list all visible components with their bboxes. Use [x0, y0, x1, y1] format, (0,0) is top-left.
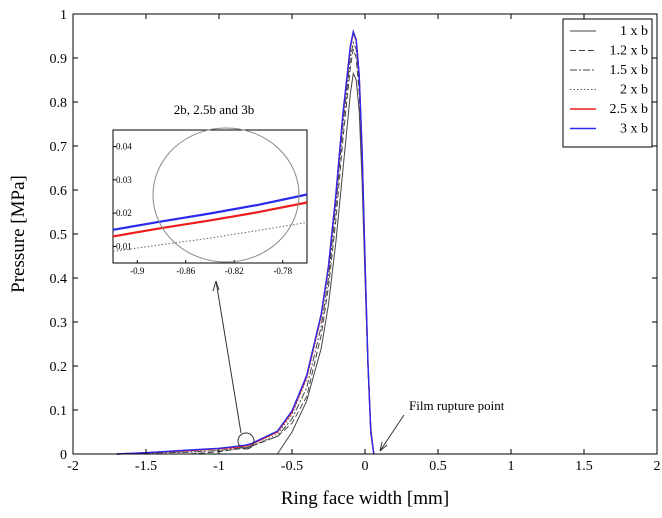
inset-y-tick-label: 0.02 [116, 208, 132, 218]
y-tick-label: 0.2 [50, 360, 68, 375]
x-tick-label: 2 [654, 459, 661, 474]
x-tick-label: -2 [67, 459, 79, 474]
legend-label-2: 1.2 x b [610, 44, 649, 59]
y-tick-label: 0.4 [50, 272, 68, 287]
inset-x-tick-label: -0.78 [273, 266, 292, 276]
x-tick-label: -1.5 [135, 459, 157, 474]
legend-label-3: 1.5 x b [610, 63, 649, 78]
y-tick-label: 0.9 [50, 52, 68, 67]
legend-label-5: 2.5 x b [610, 102, 649, 117]
legend-label-6: 3 x b [620, 122, 648, 137]
inset-y-tick-label: 0.01 [116, 241, 132, 251]
y-tick-label: 0.1 [50, 404, 68, 419]
inset-series-line-3 [112, 193, 308, 231]
x-axis-label: Ring face width [mm] [281, 488, 449, 509]
rupture-arrow-head [379, 441, 388, 452]
inset-series-line-2 [112, 201, 308, 238]
x-tick-label: 0.5 [429, 459, 447, 474]
inset-series-line-1 [112, 221, 308, 252]
inset-x-tick-label: -0.9 [130, 266, 145, 276]
zoom-arrow-line [215, 280, 242, 434]
rupture-arrow-line [379, 414, 405, 452]
y-tick-label: 0.6 [50, 184, 68, 199]
zoom-circle-marker [237, 432, 255, 450]
series-line-4 [116, 32, 375, 455]
x-tick-label: 1.5 [575, 459, 593, 474]
x-tick-label: 1 [508, 459, 515, 474]
legend-box [562, 18, 653, 148]
y-axis-label: Pressure [MPa] [8, 175, 29, 293]
inset-frame [112, 129, 308, 264]
inset-zoom-ellipse [152, 127, 300, 263]
inset-y-tick-label: 0.03 [116, 175, 132, 185]
y-tick-label: 0 [60, 448, 67, 463]
rupture-annotation: Film rupture point [409, 398, 505, 413]
y-tick-label: 0.5 [50, 228, 68, 243]
legend: 1 x b 1.2 x b 1.5 x b 2 x b 2.5 x b 3 x b [562, 18, 653, 148]
zoom-arrow-head [212, 280, 220, 292]
inset-title: 2b, 2.5b and 3b [174, 102, 255, 117]
x-tick-label: -0.5 [281, 459, 303, 474]
legend-label-4: 2 x b [620, 83, 648, 98]
inset-x-tick-label: -0.86 [176, 266, 195, 276]
y-tick-label: 0.3 [50, 316, 68, 331]
inset-x-tick-label: -0.82 [225, 266, 244, 276]
x-tick-label: 0 [362, 459, 369, 474]
legend-label-1: 1 x b [620, 24, 648, 39]
inset-y-tick-label: 0.04 [116, 142, 132, 152]
y-tick-label: 0.8 [50, 96, 68, 111]
y-tick-label: 1 [60, 8, 67, 23]
y-tick-label: 0.7 [50, 140, 68, 155]
x-tick-label: -1 [213, 459, 225, 474]
series-line-6 [116, 29, 375, 455]
